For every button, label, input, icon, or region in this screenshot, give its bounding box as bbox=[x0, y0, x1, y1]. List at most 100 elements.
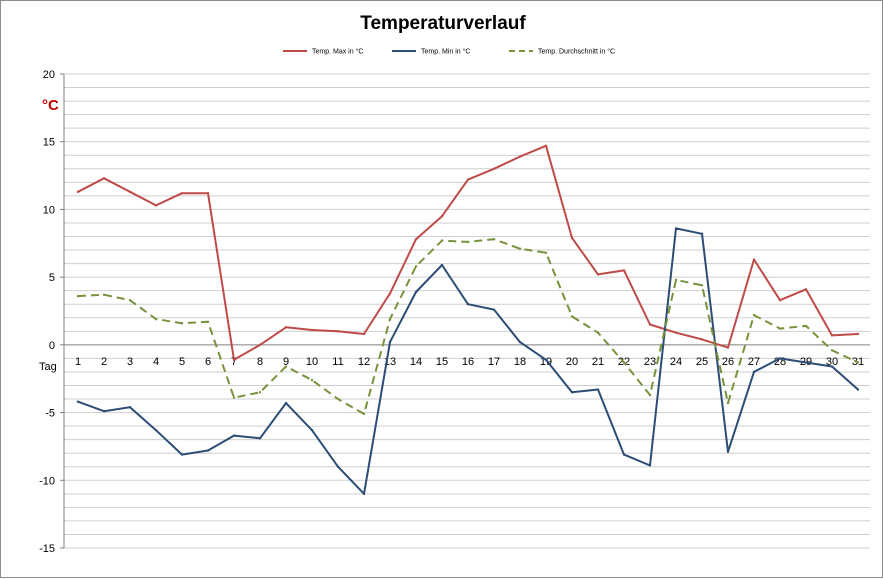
x-axis-ticks: 1234567891011121314151617181920212223242… bbox=[75, 356, 864, 368]
x-tick-label: 30 bbox=[826, 356, 838, 368]
series-2 bbox=[76, 227, 860, 496]
data-point bbox=[414, 290, 418, 294]
data-point bbox=[804, 324, 808, 328]
x-tick-label: 12 bbox=[358, 356, 370, 368]
data-point bbox=[466, 178, 470, 181]
data-point bbox=[726, 450, 730, 454]
x-axis-label: Tag bbox=[39, 361, 57, 373]
data-point bbox=[258, 343, 262, 347]
data-point bbox=[752, 258, 756, 261]
data-point bbox=[206, 320, 210, 324]
data-point bbox=[570, 315, 574, 318]
data-point bbox=[830, 334, 834, 337]
data-point bbox=[752, 313, 756, 317]
x-tick-label: 27 bbox=[748, 356, 760, 368]
data-point bbox=[856, 388, 860, 391]
y-tick-label: 10 bbox=[43, 204, 55, 216]
data-point bbox=[362, 332, 366, 336]
data-point bbox=[388, 292, 392, 295]
data-point bbox=[622, 361, 626, 364]
data-point bbox=[726, 401, 730, 405]
data-point bbox=[76, 400, 80, 403]
data-point bbox=[440, 215, 444, 218]
series-1 bbox=[76, 144, 860, 361]
data-point bbox=[76, 294, 80, 298]
data-point bbox=[336, 330, 340, 333]
x-tick-label: 7 bbox=[231, 356, 237, 368]
data-point bbox=[310, 328, 314, 332]
data-point bbox=[752, 370, 756, 374]
legend: Temp. Max in °C Temp. Min in °C Temp. Durc… bbox=[283, 48, 615, 56]
series-layer bbox=[76, 144, 860, 496]
data-point bbox=[492, 238, 496, 241]
data-point bbox=[258, 391, 262, 394]
x-tick-label: 21 bbox=[592, 356, 604, 368]
data-point bbox=[856, 361, 860, 364]
data-point bbox=[180, 191, 184, 195]
data-point bbox=[258, 437, 262, 440]
x-tick-label: 8 bbox=[257, 356, 263, 368]
data-point bbox=[466, 240, 470, 244]
data-point bbox=[310, 428, 314, 432]
data-point bbox=[778, 357, 782, 360]
x-tick-label: 14 bbox=[410, 356, 422, 368]
data-point bbox=[544, 358, 548, 361]
data-point bbox=[674, 227, 678, 230]
data-point bbox=[232, 396, 236, 399]
series-line bbox=[77, 238, 859, 415]
y-tick-label: 0 bbox=[49, 340, 55, 352]
data-point bbox=[674, 278, 678, 282]
x-tick-label: 5 bbox=[179, 356, 185, 368]
data-point bbox=[310, 378, 314, 382]
series-line bbox=[77, 144, 859, 361]
data-point bbox=[102, 410, 106, 413]
data-point bbox=[544, 251, 548, 254]
data-point bbox=[232, 434, 236, 437]
legend-label: Temp. Min in °C bbox=[421, 48, 470, 56]
data-point bbox=[232, 358, 236, 361]
data-point bbox=[518, 247, 522, 250]
data-point bbox=[674, 331, 678, 334]
data-point bbox=[518, 155, 522, 158]
data-point bbox=[284, 365, 288, 368]
data-point bbox=[570, 391, 574, 394]
x-tick-label: 24 bbox=[670, 356, 682, 368]
data-point bbox=[648, 464, 652, 467]
x-tick-label: 20 bbox=[566, 356, 578, 368]
legend-label: Temp. Durchschnitt in °C bbox=[538, 48, 615, 56]
data-point bbox=[102, 177, 106, 180]
data-point bbox=[830, 349, 834, 352]
y-tick-label: 5 bbox=[49, 272, 55, 284]
x-tick-label: 9 bbox=[283, 356, 289, 368]
data-point bbox=[596, 273, 600, 276]
data-point bbox=[726, 346, 730, 349]
chart-title: Temperaturverlauf bbox=[360, 13, 526, 34]
data-point bbox=[700, 338, 704, 341]
data-point bbox=[570, 236, 574, 240]
data-point bbox=[778, 327, 782, 330]
data-point bbox=[596, 331, 600, 334]
data-point bbox=[700, 284, 704, 287]
grid-lines bbox=[63, 73, 870, 549]
data-point bbox=[128, 298, 132, 302]
y-tick-label: 15 bbox=[43, 137, 55, 149]
x-tick-label: 3 bbox=[127, 356, 133, 368]
data-point bbox=[180, 321, 184, 325]
data-point bbox=[388, 340, 392, 344]
x-tick-label: 26 bbox=[722, 356, 734, 368]
data-point bbox=[154, 317, 158, 321]
data-point bbox=[778, 298, 782, 302]
data-point bbox=[362, 412, 366, 416]
data-point bbox=[596, 388, 600, 391]
data-point bbox=[362, 492, 366, 496]
x-tick-label: 15 bbox=[436, 356, 448, 368]
data-point bbox=[336, 397, 340, 401]
y-tick-label: -5 bbox=[45, 408, 55, 420]
y-axis-unit-label: °C bbox=[42, 97, 59, 114]
x-tick-label: 1 bbox=[75, 356, 81, 368]
data-point bbox=[492, 308, 496, 311]
data-point bbox=[102, 293, 106, 296]
y-tick-label: 20 bbox=[43, 69, 55, 81]
